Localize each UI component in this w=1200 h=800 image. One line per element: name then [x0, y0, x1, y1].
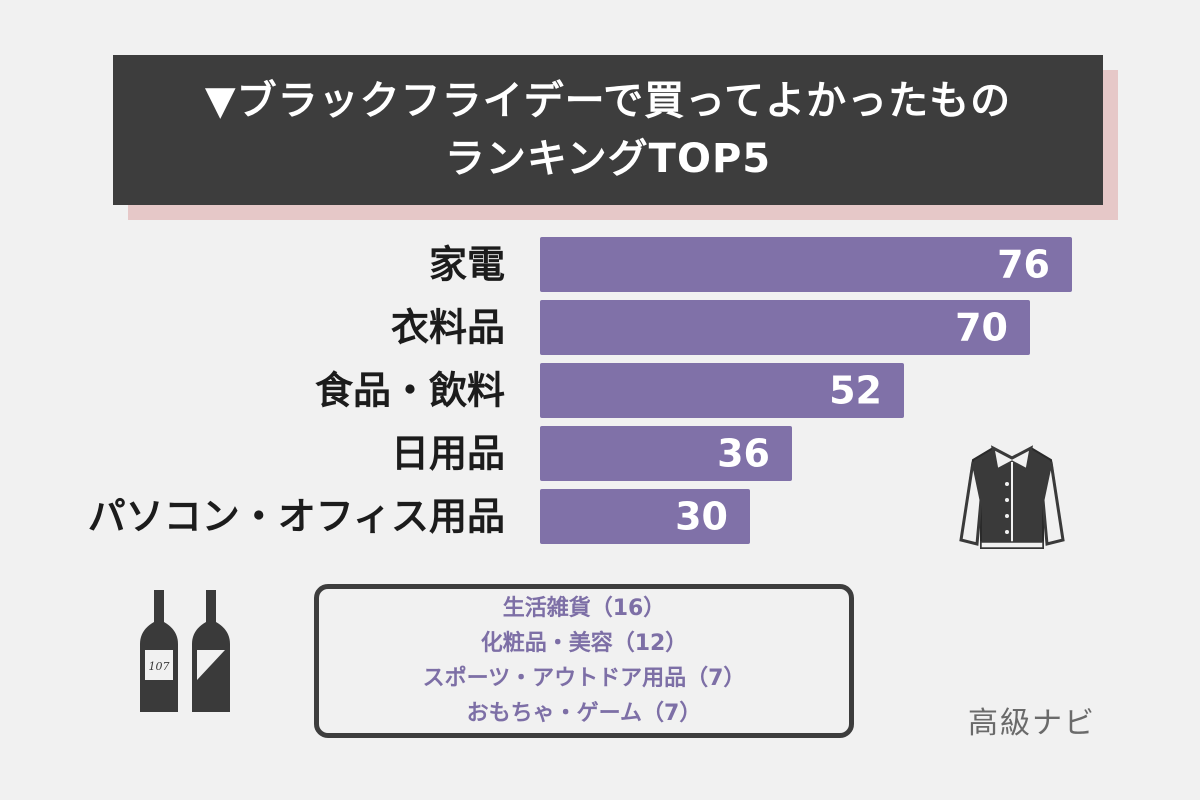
category-label: 家電	[429, 243, 505, 287]
bar-value-label: 36	[717, 432, 770, 476]
category-label: 日用品	[391, 432, 505, 476]
category-label: 食品・飲料	[315, 369, 505, 413]
bar	[540, 426, 792, 481]
jacket-icon	[959, 445, 1065, 549]
bar	[540, 300, 1030, 355]
other-item: 化粧品・美容（12）	[480, 631, 688, 656]
bottle-left: 107	[140, 590, 178, 712]
brand-watermark: 高級ナビ	[968, 706, 1096, 741]
other-item: 生活雑貨（16）	[502, 596, 666, 621]
bottle-label-text: 107	[149, 660, 170, 673]
wine-bottles-icon: 107	[140, 590, 230, 712]
bottle-right	[192, 590, 230, 712]
other-item: スポーツ・アウトドア用品（7）	[422, 666, 746, 691]
category-label: パソコン・オフィス用品	[88, 495, 505, 539]
bar-value-label: 70	[955, 306, 1008, 350]
bar-value-label: 30	[675, 495, 728, 539]
category-label: 衣料品	[391, 306, 505, 350]
bar	[540, 237, 1072, 292]
bar-value-label: 52	[829, 369, 882, 413]
other-item: おもちゃ・ゲーム（7）	[466, 701, 702, 726]
bar	[540, 363, 904, 418]
title-line-2: ランキングTOP5	[444, 136, 772, 182]
title-box: ▼ブラックフライデーで買ってよかったもの ランキングTOP5	[113, 55, 1103, 205]
other-categories-box: 生活雑貨（16） 化粧品・美容（12） スポーツ・アウトドア用品（7） おもちゃ…	[314, 584, 854, 738]
bar	[540, 489, 750, 544]
title-line-1: ▼ブラックフライデーで買ってよかったもの	[204, 78, 1012, 124]
bar-value-label: 76	[997, 243, 1050, 287]
